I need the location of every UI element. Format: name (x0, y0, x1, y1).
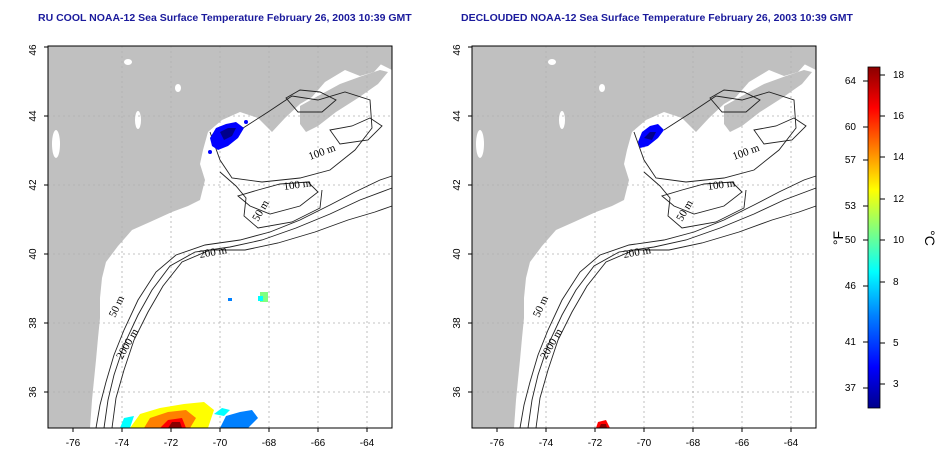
right-sst-map: 100 m 100 m 50 m 200 m 50 m 2000 m -76 -… (452, 44, 817, 449)
celsius-tick-label: 18 (893, 70, 905, 81)
lon-tick-label: -70 (637, 438, 652, 449)
lat-tick-label: 42 (452, 179, 463, 191)
sst-warm-patch-south (596, 420, 610, 428)
lat-tick-label: 40 (452, 248, 463, 260)
lat-tick-label: 42 (28, 179, 39, 191)
lon-tick-label: -74 (539, 438, 554, 449)
lat-tick-label: 40 (28, 248, 39, 260)
lat-tick-label: 46 (452, 44, 463, 56)
lon-tick-label: -66 (311, 438, 326, 449)
sst-cold-patch (638, 124, 664, 148)
sst-cold-patch (208, 120, 248, 154)
lon-tick-label: -64 (360, 438, 375, 449)
lat-tick-label: 46 (28, 44, 39, 56)
sst-patch-georges (228, 292, 268, 302)
right-map-title: DECLOUDED NOAA-12 Sea Surface Temperatur… (461, 12, 853, 24)
contour-label-100m-bank: 100 m (707, 177, 737, 193)
fahrenheit-tick-label: 53 (845, 201, 857, 212)
celsius-tick-label: 16 (893, 111, 905, 122)
lat-tick-label: 44 (28, 110, 39, 122)
left-map-title: RU COOL NOAA-12 Sea Surface Temperature … (38, 12, 412, 24)
newfoundland-land (360, 46, 392, 70)
left-lat-axis: 36 38 40 42 44 46 (28, 44, 48, 398)
celsius-tick-label: 10 (893, 235, 905, 246)
left-sst-map: 100 m 100 m 50 m 200 m 50 m 2000 m (28, 44, 393, 449)
lat-tick-label: 36 (452, 386, 463, 398)
celsius-tick-label: 12 (893, 194, 905, 205)
temperature-colorbar: 64 60 57 53 50 46 41 37 18 16 14 12 10 8… (830, 66, 938, 409)
lon-tick-label: -72 (588, 438, 603, 449)
fahrenheit-tick-label: 46 (845, 281, 857, 292)
fahrenheit-tick-label: 37 (845, 383, 857, 394)
celsius-scale: 18 16 14 12 10 8 5 3 (880, 70, 905, 390)
contour-label-100m-bank: 100 m (283, 177, 313, 193)
lon-tick-label: -76 (66, 438, 81, 449)
fahrenheit-tick-label: 50 (845, 235, 857, 246)
contour-label-200m: 200 m (622, 244, 652, 261)
fahrenheit-tick-label: 41 (845, 337, 857, 348)
land-mass (48, 46, 383, 428)
newfoundland-land (784, 46, 816, 70)
lon-tick-label: -68 (686, 438, 701, 449)
lat-tick-label: 38 (452, 317, 463, 329)
left-lon-axis: -76 -74 -72 -70 -68 -66 -64 (66, 428, 375, 449)
right-lon-axis: -76 -74 -72 -70 -68 -66 -64 (490, 428, 799, 449)
fahrenheit-tick-label: 60 (845, 122, 857, 133)
lon-tick-label: -66 (735, 438, 750, 449)
contour-label-200m: 200 m (198, 244, 228, 261)
lon-tick-label: -76 (490, 438, 505, 449)
nova-scotia-land (300, 70, 388, 132)
celsius-tick-label: 14 (893, 152, 905, 163)
lat-tick-label: 36 (28, 386, 39, 398)
celsius-tick-label: 8 (893, 277, 899, 288)
celsius-tick-label: 3 (893, 379, 899, 390)
lon-tick-label: -70 (213, 438, 228, 449)
right-lat-axis: 36 38 40 42 44 46 (452, 44, 472, 398)
fahrenheit-scale: 64 60 57 53 50 46 41 37 (845, 76, 868, 394)
lon-tick-label: -72 (164, 438, 179, 449)
fahrenheit-unit-label: °F (830, 231, 846, 245)
fahrenheit-tick-label: 64 (845, 76, 857, 87)
sst-warm-patch-south (120, 402, 258, 428)
land-mass (472, 46, 807, 428)
lon-tick-label: -68 (262, 438, 277, 449)
lon-tick-label: -64 (784, 438, 799, 449)
lat-tick-label: 44 (452, 110, 463, 122)
lat-tick-label: 38 (28, 317, 39, 329)
lon-tick-label: -74 (115, 438, 130, 449)
fahrenheit-tick-label: 57 (845, 155, 857, 166)
nova-scotia-land (724, 70, 812, 132)
celsius-unit-label: °C (922, 230, 938, 246)
celsius-tick-label: 5 (893, 338, 899, 349)
